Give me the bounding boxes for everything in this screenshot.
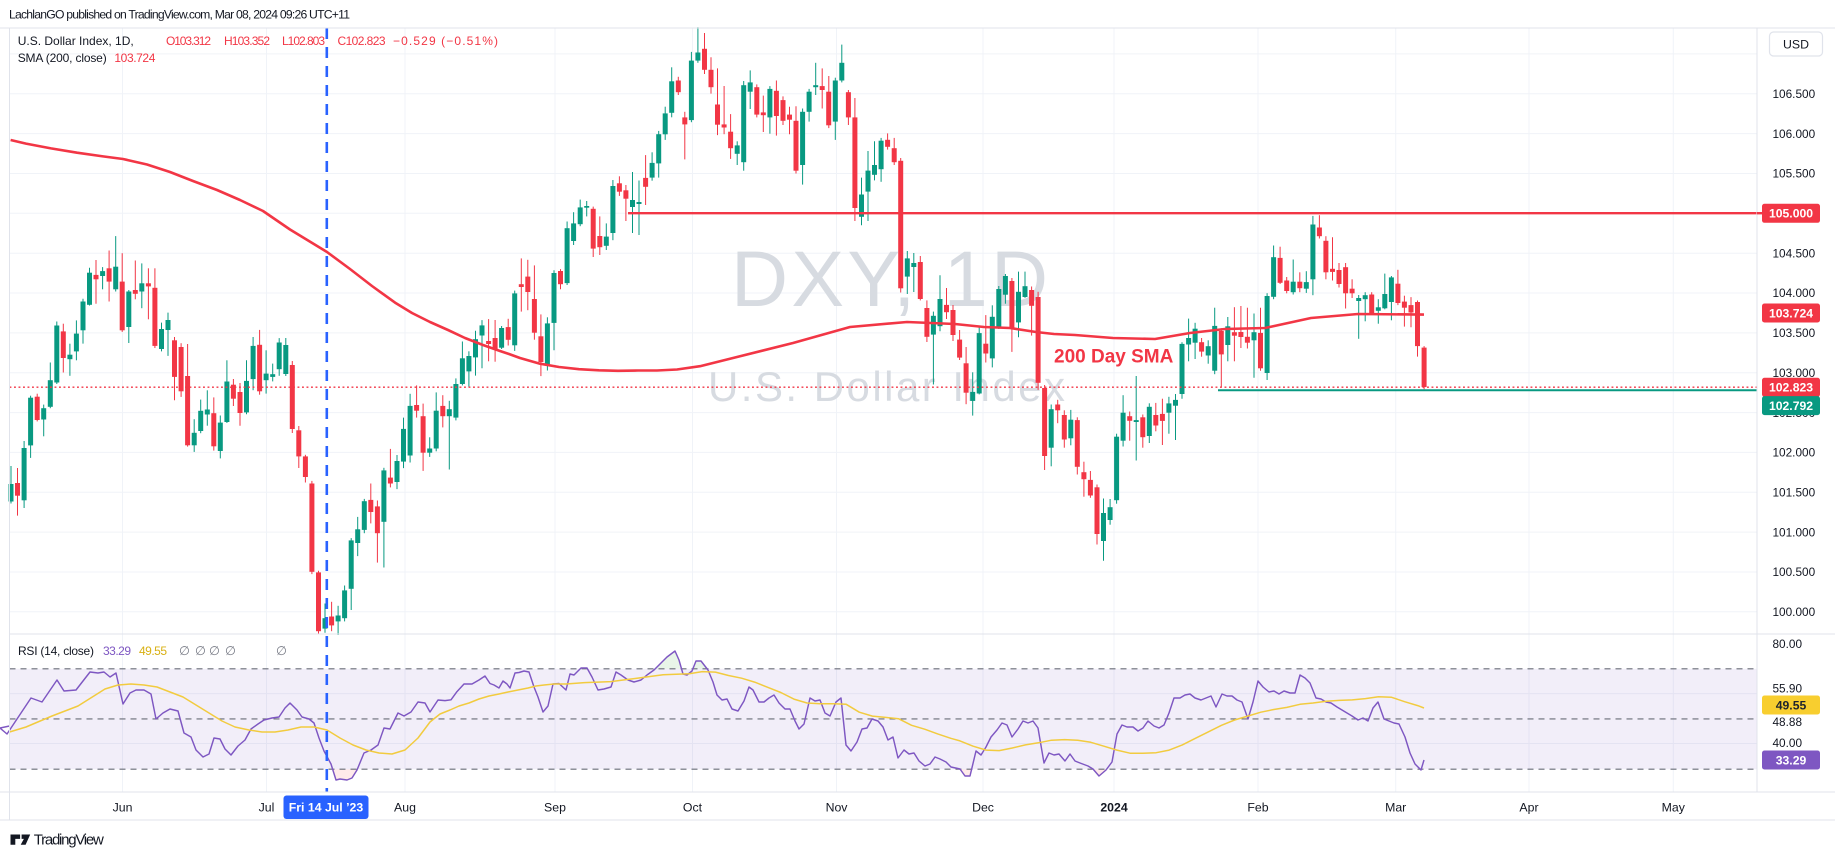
svg-text:40.00: 40.00: [1773, 736, 1803, 750]
svg-text:Mar: Mar: [1385, 801, 1406, 815]
svg-text:102.823: 102.823: [1769, 381, 1813, 395]
svg-text:80.00: 80.00: [1773, 637, 1803, 651]
svg-text:L102.803: L102.803: [282, 34, 325, 48]
svg-text:103.000: 103.000: [1773, 366, 1816, 380]
svg-text:∅: ∅: [209, 644, 220, 658]
svg-text:U.S. Dollar Index, 1D,: U.S. Dollar Index, 1D,: [18, 34, 134, 48]
svg-text:Feb: Feb: [1247, 801, 1268, 815]
svg-text:H103.352: H103.352: [224, 34, 270, 48]
svg-text:∅: ∅: [179, 644, 190, 658]
svg-text:106.000: 106.000: [1773, 127, 1816, 141]
svg-text:Jul: Jul: [259, 801, 275, 815]
svg-text:55.90: 55.90: [1773, 681, 1803, 695]
svg-text:C102.823: C102.823: [338, 34, 386, 48]
svg-text:106.500: 106.500: [1773, 87, 1816, 101]
svg-text:104.000: 104.000: [1773, 286, 1816, 300]
svg-text:May: May: [1662, 801, 1686, 815]
svg-text:Aug: Aug: [394, 801, 416, 815]
svg-text:101.000: 101.000: [1773, 525, 1816, 539]
svg-text:LachlanGO published on Trading: LachlanGO published on TradingView.com, …: [9, 8, 350, 22]
svg-text:102.000: 102.000: [1773, 446, 1816, 460]
svg-text:48.88: 48.88: [1773, 715, 1803, 729]
svg-text:−0.529 (−0.51%): −0.529 (−0.51%): [393, 34, 498, 48]
svg-text:Fri 14 Jul ’23: Fri 14 Jul ’23: [289, 800, 364, 814]
svg-text:103.724: 103.724: [1769, 306, 1813, 320]
svg-text:103.500: 103.500: [1773, 326, 1816, 340]
svg-text:200 Day SMA: 200 Day SMA: [1054, 347, 1174, 368]
svg-text:105.500: 105.500: [1773, 167, 1816, 181]
svg-text:∅: ∅: [276, 644, 287, 658]
svg-text:49.55: 49.55: [1776, 698, 1807, 712]
svg-text:TradingView: TradingView: [34, 832, 104, 849]
svg-text:U.S. Dollar Index: U.S. Dollar Index: [708, 363, 1065, 410]
svg-text:102.792: 102.792: [1769, 399, 1813, 413]
svg-text:Apr: Apr: [1519, 801, 1538, 815]
svg-text:104.500: 104.500: [1773, 246, 1816, 260]
svg-text:DXY, 1D: DXY, 1D: [731, 234, 1048, 323]
svg-text:RSI (14, close): RSI (14, close): [18, 644, 94, 658]
svg-text:Dec: Dec: [972, 801, 994, 815]
svg-text:∅: ∅: [195, 644, 206, 658]
svg-text:USD: USD: [1783, 37, 1809, 51]
svg-text:Nov: Nov: [826, 801, 849, 815]
svg-text:33.29: 33.29: [1776, 753, 1807, 767]
svg-text:Sep: Sep: [544, 801, 566, 815]
svg-text:100.000: 100.000: [1773, 605, 1816, 619]
svg-text:O103.312: O103.312: [166, 34, 211, 48]
svg-text:49.55: 49.55: [139, 644, 167, 658]
svg-text:105.000: 105.000: [1769, 207, 1813, 221]
svg-text:2024: 2024: [1100, 801, 1128, 815]
svg-text:101.500: 101.500: [1773, 485, 1816, 499]
svg-text:∅: ∅: [225, 644, 236, 658]
svg-text:103.724: 103.724: [114, 51, 155, 65]
svg-text:SMA (200, close): SMA (200, close): [18, 51, 107, 65]
svg-text:Jun: Jun: [113, 801, 133, 815]
svg-text:Oct: Oct: [683, 801, 703, 815]
svg-text:100.500: 100.500: [1773, 565, 1816, 579]
svg-text:33.29: 33.29: [103, 644, 131, 658]
